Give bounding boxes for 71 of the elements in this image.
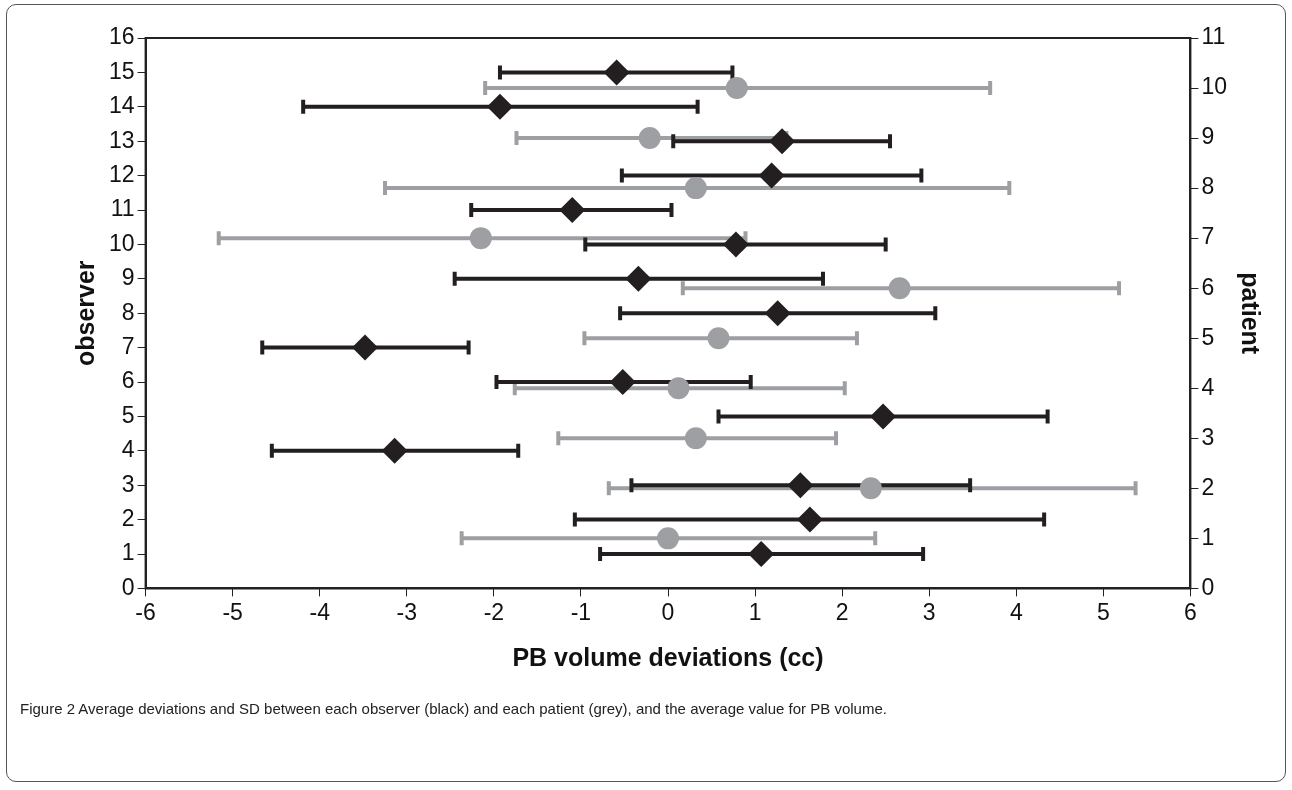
y-tick-label: 1 [121, 539, 135, 566]
point [667, 377, 690, 400]
x-tick-label: -5 [222, 598, 243, 625]
y2-tick-label: 8 [1201, 173, 1215, 200]
point [758, 162, 785, 189]
y2-tick-label: 1 [1201, 523, 1215, 550]
y-tick-label: 3 [121, 470, 135, 497]
point [707, 327, 730, 350]
point [638, 127, 661, 150]
y2-tick-label: 0 [1201, 573, 1215, 600]
x-tick-label: 2 [835, 598, 849, 625]
point [859, 477, 882, 500]
y2-tick-label: 7 [1201, 223, 1215, 250]
point [469, 227, 492, 250]
x-tick-label: 5 [1096, 598, 1110, 625]
y2-tick-label: 3 [1201, 423, 1215, 450]
point [769, 128, 796, 155]
y2-tick-label: 4 [1201, 373, 1215, 400]
y-tick-label: 11 [110, 195, 135, 222]
y2-tick-label: 10 [1201, 73, 1228, 100]
y-tick-label: 8 [121, 298, 135, 325]
x-tick-label: -1 [570, 598, 592, 625]
y-tick-label: 2 [121, 504, 135, 531]
point [352, 334, 378, 361]
point [625, 265, 652, 292]
y2-tick-label: 6 [1201, 273, 1215, 300]
caption: Figure 2 Average deviations and SD between each observer (black) and each patient (grey), and the average value for PB volume. [20, 700, 887, 717]
point [787, 472, 814, 499]
x-tick-label: 6 [1184, 598, 1197, 625]
point [764, 300, 791, 327]
x-tick-label: -2 [483, 598, 505, 625]
point [722, 231, 749, 258]
x-tick-label: -6 [135, 598, 156, 625]
x-tick-label: -4 [309, 598, 331, 625]
y2-tick-label: 2 [1201, 473, 1215, 500]
point [796, 506, 823, 533]
y2-tick-label: 11 [1201, 23, 1226, 50]
point [609, 369, 636, 395]
point [684, 177, 707, 200]
point [486, 93, 513, 120]
point [657, 527, 679, 550]
y-tick-label: 9 [121, 264, 135, 291]
point [748, 541, 775, 567]
x-tick-label: 0 [661, 598, 675, 625]
point [684, 427, 707, 450]
y2-tick-label: 9 [1201, 123, 1215, 150]
y-tick-label: 14 [108, 92, 135, 119]
point [725, 77, 748, 100]
y-tick-label: 10 [108, 229, 135, 256]
y2-axis-title: patient [1237, 272, 1266, 355]
y-axis-title: observer [70, 260, 99, 367]
y-tick-label: 13 [108, 126, 135, 153]
x-tick-label: 1 [748, 598, 762, 625]
point [870, 403, 897, 430]
y-tick-label: 7 [121, 332, 135, 359]
y-tick-label: 0 [121, 573, 135, 600]
y-tick-label: 5 [121, 401, 135, 428]
x-axis-title: PB volume deviations (cc) [512, 642, 824, 671]
point [888, 277, 911, 300]
point [381, 437, 408, 464]
point [603, 59, 630, 86]
x-tick-label: -3 [396, 598, 418, 625]
y-tick-label: 16 [108, 23, 135, 50]
y-tick-label: 12 [108, 160, 135, 187]
y-tick-label: 6 [121, 367, 135, 394]
point [559, 197, 586, 223]
x-tick-label: 4 [1009, 598, 1023, 625]
y2-tick-label: 5 [1201, 323, 1215, 350]
x-tick-label: 3 [922, 598, 936, 625]
y-tick-label: 15 [108, 57, 135, 84]
y-tick-label: 4 [121, 436, 135, 463]
